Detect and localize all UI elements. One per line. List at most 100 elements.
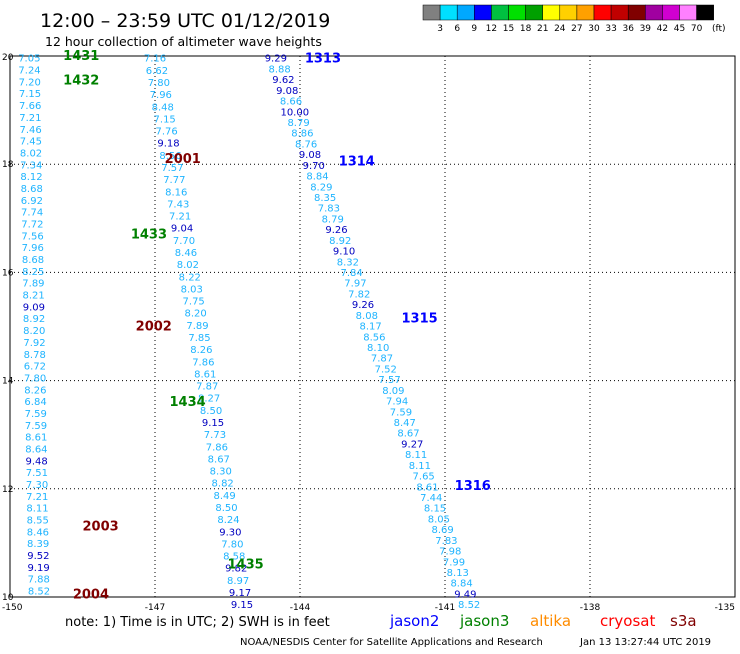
swh-value: 8.22: [179, 272, 201, 283]
legend-swatch: [610, 4, 629, 21]
satellite-cryosat: cryosat: [600, 612, 655, 630]
swh-value: 8.46: [27, 527, 49, 538]
swh-value: 9.26: [325, 225, 347, 236]
swh-value: 8.61: [25, 433, 47, 444]
swh-value: 7.16: [144, 54, 166, 65]
swh-value: 9.48: [26, 456, 48, 467]
pass-labels: 1431 1432 1313 2001 1314 1433 1315 2002 1434 1316…: [63, 49, 491, 602]
legend-label: 70: [691, 24, 703, 34]
swh-value: 7.65: [413, 472, 435, 483]
swh-value: 7.52: [375, 364, 397, 375]
legend-swatch: [662, 4, 680, 21]
swh-value: 7.80: [148, 78, 170, 89]
swh-value: 8.47: [394, 418, 416, 429]
swh-value: 9.08: [276, 86, 298, 97]
swh-value: 8.64: [25, 444, 47, 455]
swh-value: 8.68: [22, 255, 44, 266]
grid: [10, 56, 735, 597]
legend-swatch: [422, 4, 441, 21]
x-tick-label: -147: [145, 603, 165, 613]
swh-value: 7.92: [23, 338, 45, 349]
swh-value: 8.69: [431, 525, 453, 536]
swh-value: 8.61: [194, 369, 216, 380]
swh-value: 8.84: [450, 579, 472, 590]
y-tick-label: 20: [2, 53, 14, 63]
satellite-legend: jason2 jason3 altika cryosat s3a: [389, 612, 697, 630]
swh-value: 7.85: [188, 333, 210, 344]
legend-swatch: [474, 4, 492, 21]
swh-value: 7.84: [341, 268, 363, 279]
legend-swatch: [593, 4, 612, 21]
swh-value: 7.15: [19, 89, 41, 100]
swh-value: 8.58: [223, 552, 245, 563]
swh-value: 9.70: [303, 161, 325, 172]
swh-value: 7.96: [150, 90, 172, 101]
swh-value: 7.83: [318, 204, 340, 215]
legend-swatch: [627, 4, 646, 21]
legend-swatch: [696, 4, 714, 21]
swh-value: 7.86: [206, 442, 228, 453]
legend-label: 21: [537, 24, 548, 34]
y-tick-label: 18: [2, 160, 14, 170]
track-1433-1435: 7.166.627.807.968.487.157.769.188.567.57…: [144, 54, 253, 611]
y-tick-label: 10: [2, 593, 14, 603]
swh-value: 7.34: [20, 160, 42, 171]
swh-value: 8.05: [428, 514, 450, 525]
swh-value: 6.72: [24, 362, 46, 373]
swh-value: 8.92: [23, 314, 45, 325]
satellite-s3a: s3a: [670, 612, 697, 630]
swh-value: 9.29: [265, 54, 287, 65]
swh-value: 7.21: [169, 212, 191, 223]
x-tick-label: -141: [435, 603, 455, 613]
swh-value: 8.32: [337, 257, 359, 268]
swh-value: 8.09: [382, 386, 404, 397]
swh-value: 7.75: [183, 297, 205, 308]
swh-value: 7.44: [420, 493, 442, 504]
swh-value: 8.03: [181, 284, 203, 295]
swh-value: 8.11: [26, 504, 48, 515]
swh-value: 8.48: [152, 102, 174, 113]
swh-value: 9.62: [272, 75, 294, 86]
swh-value: 7.89: [22, 279, 44, 290]
swh-value: 7.51: [26, 468, 48, 479]
swh-value: 7.80: [24, 373, 46, 384]
swh-value: 8.25: [22, 267, 44, 278]
swh-value: 7.46: [19, 125, 41, 136]
swh-value: 8.88: [268, 64, 290, 75]
legend-swatch: [559, 4, 578, 21]
swh-value: 6.84: [24, 397, 46, 408]
legend-label: 27: [571, 24, 582, 34]
pass-label: 1434: [170, 395, 206, 410]
legend-swatch: [576, 4, 595, 21]
swh-value: 8.86: [291, 129, 313, 140]
swh-value: 7.70: [173, 236, 195, 247]
legend-label: 36: [622, 24, 634, 34]
swh-value: 8.08: [356, 311, 378, 322]
swh-value: 8.16: [165, 187, 187, 198]
swh-value: 9.09: [23, 302, 45, 313]
swh-value: 8.27: [198, 394, 220, 405]
swh-value: 7.24: [18, 66, 40, 77]
swh-value: 9.15: [231, 600, 253, 611]
swh-value: 7.43: [167, 199, 189, 210]
swh-value: 8.39: [27, 539, 49, 550]
plot-border: [9, 55, 736, 598]
pass-label: 1432: [63, 73, 99, 88]
swh-value: 8.29: [310, 182, 332, 193]
swh-value: 7.15: [154, 114, 176, 125]
swh-value: 7.73: [204, 430, 226, 441]
swh-value: 8.55: [27, 516, 49, 527]
legend-label: 18: [520, 24, 532, 34]
x-tick-label: -135: [715, 603, 735, 613]
swh-value: 7.82: [348, 289, 370, 300]
swh-value: 8.20: [184, 309, 206, 320]
swh-value: 8.26: [190, 345, 212, 356]
legend-swatch: [491, 4, 509, 21]
pass-label: 2002: [136, 320, 172, 335]
swh-value: 9.19: [27, 563, 49, 574]
swh-value: 7.05: [18, 54, 40, 65]
legend-label: 33: [605, 24, 616, 34]
swh-value: 7.57: [378, 375, 400, 386]
swh-value: 8.15: [424, 504, 446, 515]
